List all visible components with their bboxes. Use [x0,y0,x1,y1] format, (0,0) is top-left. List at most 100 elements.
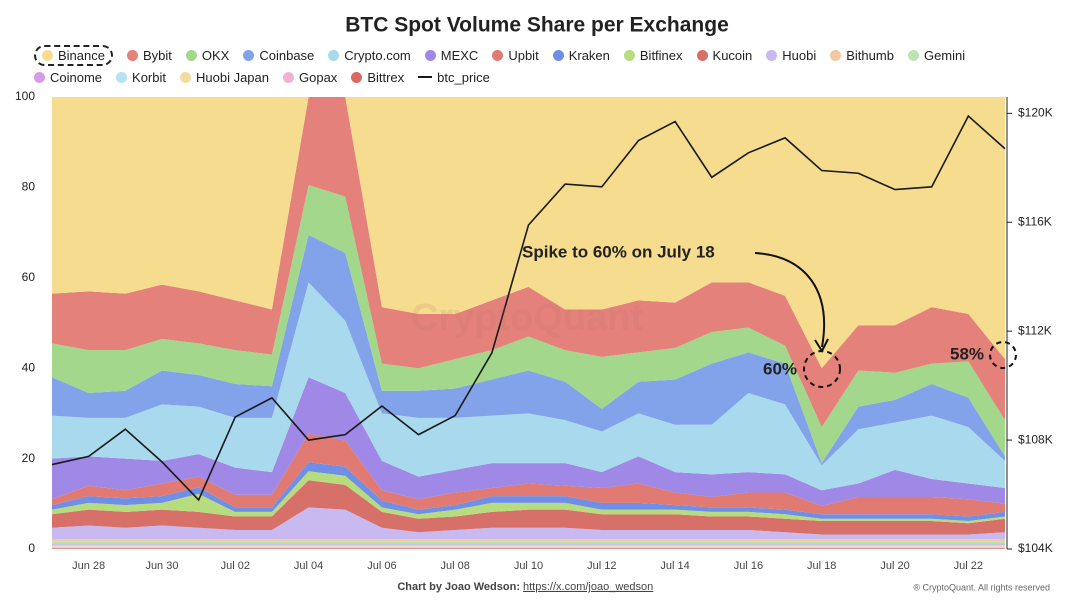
area-layer [52,546,1005,548]
area-layer [52,547,1005,549]
annotation-arrow [754,252,826,348]
legend-swatch [243,50,255,61]
y2-tick-label: $108K [1018,432,1053,446]
legend-label: Upbit [508,48,539,63]
legend-item: OKX [185,47,230,65]
legend-item: Bithumb [830,47,894,65]
legend-item: Kucoin [696,47,753,65]
legend-swatch [907,50,919,61]
legend-label: Coinbase [259,48,315,63]
area-layer [52,544,1005,547]
x-tick-label: Jul 12 [587,560,616,572]
legend-label: Huobi [782,48,817,63]
legend-item: Crypto.com [328,47,411,65]
credit: Chart by Joao Wedson: [397,581,520,593]
legend-item: Bitfinex [623,47,683,65]
copyright: ® CryptoQuant. All rights reserved [913,582,1050,592]
legend-label: Gemini [923,48,966,63]
legend-label: Bithumb [846,48,894,63]
x-tick-label: Jul 04 [294,560,323,572]
legend-label: btc_price [437,69,490,85]
legend-swatch [42,50,53,61]
legend-label: Crypto.com [344,48,411,63]
legend-swatch [116,71,128,83]
area-layer [52,282,1005,491]
legend-item: Binance [34,45,113,66]
y-tick-label: 40 [22,360,36,374]
area-layer [52,541,1005,544]
legend-label: Korbit [132,69,166,85]
chart-title: BTC Spot Volume Share per Exchange [345,14,729,37]
legend-label: Bittrex [367,69,405,85]
legend-swatch [126,50,138,61]
legend-swatch [552,50,564,61]
legend-swatch [418,76,433,78]
legend-swatch [185,50,197,61]
legend-label: Kraken [568,48,610,63]
x-tick-label: Jul 08 [441,560,470,572]
legend-label: Gopax [299,69,338,85]
legend-label: Coinome [50,69,103,85]
legend-swatch [696,50,708,61]
legend-item: Upbit [492,47,539,65]
legend-label: OKX [201,48,230,63]
area-layer [52,539,1005,542]
y2-tick-label: $112K [1018,323,1052,337]
legend-item: MEXC [424,47,479,65]
annotation: Spike to 60% on July 18 [522,242,715,261]
legend-item: Coinbase [243,47,314,65]
legend-label: Kucoin [712,48,753,63]
x-tick-label: Jul 18 [807,560,836,572]
x-tick-label: Jul 20 [880,560,909,572]
y2-tick-label: $116K [1018,214,1052,228]
legend-item: Bittrex [351,68,404,86]
legend-swatch [830,50,842,61]
legend-item: btc_price [418,68,490,86]
legend-swatch [34,71,45,83]
x-tick-label: Jul 10 [514,560,543,572]
y-tick-label: 0 [28,541,35,555]
y-tick-label: 100 [15,89,35,103]
legend-swatch [351,71,363,83]
price-line [51,114,1006,502]
area-layer [52,462,1005,521]
x-tick-label: Jul 14 [660,560,689,572]
x-tick-label: Jun 28 [72,560,105,572]
x-tick-label: Jun 30 [145,560,178,572]
legend-swatch [766,50,778,61]
legend-item: Bybit [126,47,172,65]
credit-link[interactable]: https://x.com/joao_wedson [523,581,653,593]
legend-label: MEXC [440,48,479,63]
plot-area [51,97,1006,549]
annotation: 60% [763,359,797,378]
legend-swatch [492,50,504,61]
y2-tick-label: $120K [1018,106,1053,120]
legend-swatch [623,50,635,61]
highlight-circle [803,350,841,388]
legend-item: Huobi Japan [180,68,269,86]
legend-swatch [328,50,340,61]
legend-swatch [180,71,191,83]
legend-label: Huobi Japan [196,69,269,85]
y2-tick-label: $104K [1018,541,1053,555]
x-tick-label: Jul 02 [221,560,250,572]
legend: Binance Bybit OKX Coinbase Crypto.com MEXC Upb… [34,45,1049,86]
area-layer [52,433,1005,517]
x-tick-label: Jul 16 [734,560,763,572]
legend-item: Kraken [552,47,610,65]
legend-swatch [424,50,436,61]
area-layer [52,480,1005,535]
legend-item: Huobi [766,47,816,65]
legend-label: Bitfinex [639,48,683,63]
legend-label: Bybit [142,48,172,63]
legend-item: Gemini [907,47,966,65]
legend-item: Korbit [116,68,166,86]
area-layer [52,97,1005,369]
area-layer [52,543,1005,545]
annotations: Spike to 60% on July 18 60% 58% [522,242,1017,388]
watermark: CryptoQuant [411,297,644,339]
legend-label: Binance [58,48,105,63]
legend-item: Coinome [34,68,102,86]
